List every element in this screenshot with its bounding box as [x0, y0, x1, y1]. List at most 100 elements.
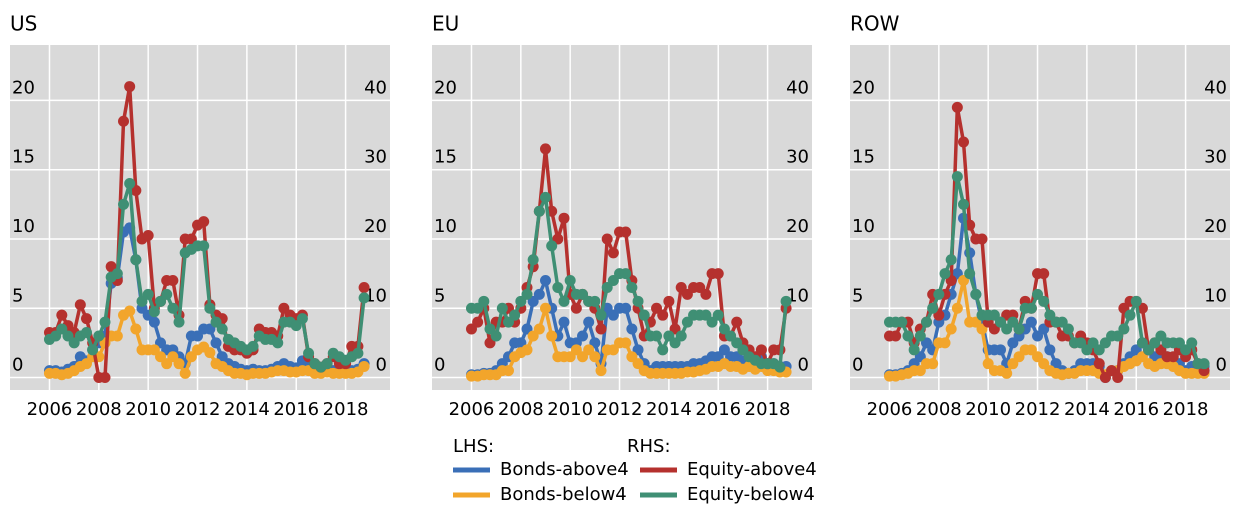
marker [130, 254, 142, 266]
marker [533, 288, 545, 300]
marker [521, 344, 533, 356]
marker [933, 288, 945, 300]
x-tick-label: 2010 [965, 399, 1011, 420]
marker [210, 337, 222, 349]
marker [675, 330, 687, 342]
marker [167, 302, 179, 314]
marker [564, 275, 576, 287]
marker [663, 295, 675, 307]
y-tick-label: 5 [852, 285, 863, 306]
marker [774, 361, 786, 373]
marker [472, 316, 484, 328]
marker [1124, 309, 1136, 321]
x-tick-label: 2008 [916, 399, 962, 420]
marker [216, 323, 228, 335]
marker [533, 205, 545, 217]
marker [595, 323, 607, 335]
marker [595, 309, 607, 321]
y-tick-label: 20 [12, 77, 35, 98]
y-tick-label: 15 [434, 147, 457, 168]
marker [99, 316, 111, 328]
marker [173, 316, 185, 328]
x-tick-label: 2016 [273, 399, 319, 420]
x-tick-label: 2014 [646, 399, 692, 420]
marker [118, 198, 130, 210]
y-tick-label: 15 [852, 147, 875, 168]
marker [124, 178, 136, 190]
panel-title: EU [432, 12, 459, 36]
marker [700, 288, 712, 300]
marker [1001, 367, 1013, 379]
y2-tick-label: 10 [364, 285, 387, 306]
x-tick-label: 2008 [76, 399, 122, 420]
marker [111, 330, 123, 342]
marker [731, 316, 743, 328]
marker [540, 275, 552, 287]
y-tick-label: 20 [852, 77, 875, 98]
marker [540, 191, 552, 203]
panel-title: US [10, 12, 37, 36]
marker [964, 268, 976, 280]
marker [130, 323, 142, 335]
marker [577, 330, 589, 342]
y2-tick-label: 10 [786, 285, 809, 306]
marker [755, 344, 767, 356]
y2-tick-label: 30 [1204, 147, 1227, 168]
marker [780, 295, 792, 307]
marker [358, 360, 370, 372]
marker [148, 316, 160, 328]
marker [358, 281, 370, 293]
marker [927, 302, 939, 314]
marker [124, 305, 136, 317]
marker [198, 240, 210, 252]
marker [632, 295, 644, 307]
marker [570, 302, 582, 314]
x-tick-label: 2006 [867, 399, 913, 420]
legend-label: Equity-above4 [687, 459, 817, 480]
legend-header: LHS: [453, 436, 494, 457]
x-tick-label: 2012 [1015, 399, 1061, 420]
marker [358, 292, 370, 304]
marker [896, 316, 908, 328]
marker [272, 337, 284, 349]
legend-header: RHS: [627, 436, 671, 457]
marker [478, 295, 490, 307]
marker [509, 309, 521, 321]
marker [927, 358, 939, 370]
marker [951, 171, 963, 183]
marker [546, 240, 558, 252]
marker [80, 327, 92, 338]
marker [601, 233, 613, 245]
marker [620, 337, 632, 349]
marker [80, 313, 92, 325]
marker [951, 101, 963, 113]
y-tick-label: 5 [434, 285, 445, 306]
marker [1038, 295, 1050, 307]
y2-tick-label: 20 [1204, 216, 1227, 237]
y2-tick-label: 30 [786, 147, 809, 168]
marker [657, 344, 669, 356]
marker [173, 358, 185, 370]
marker [247, 340, 259, 352]
x-tick-label: 2014 [224, 399, 270, 420]
y2-tick-label: 40 [364, 77, 387, 98]
marker [651, 330, 663, 342]
x-tick-label: 2006 [27, 399, 73, 420]
marker [533, 323, 545, 335]
marker [1118, 323, 1130, 335]
x-tick-label: 2012 [175, 399, 221, 420]
x-tick-label: 2016 [695, 399, 741, 420]
x-tick-label: 2006 [449, 399, 495, 420]
marker [595, 365, 607, 377]
marker [1112, 372, 1124, 384]
marker [540, 302, 552, 314]
marker [546, 330, 558, 342]
marker [56, 309, 68, 321]
marker [1038, 268, 1050, 280]
marker [626, 281, 638, 293]
legend-label: Bonds-above4 [500, 459, 629, 480]
marker [558, 316, 570, 328]
marker [902, 330, 914, 342]
marker [303, 347, 315, 359]
